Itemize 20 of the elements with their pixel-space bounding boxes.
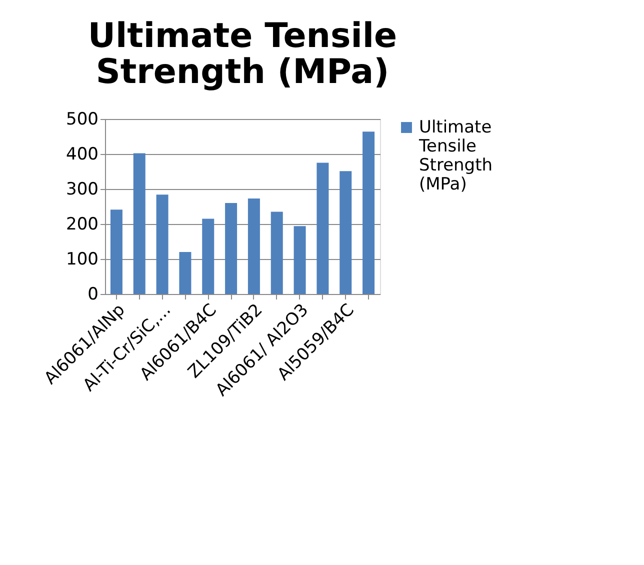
bar <box>133 153 146 294</box>
bar <box>202 218 214 294</box>
bar <box>179 252 192 294</box>
bar <box>294 226 306 294</box>
y-tick-label: 300 <box>66 180 98 200</box>
bar <box>110 210 122 294</box>
legend-label: Ultimate Tensile Strength (MPa) <box>418 118 493 194</box>
bar <box>340 171 352 294</box>
chart-title: Ultimate Tensile Strength (MPa) <box>88 16 398 92</box>
y-tick-label: 100 <box>66 250 98 270</box>
y-tick-label: 400 <box>66 144 98 164</box>
bar <box>156 194 168 294</box>
bar <box>270 212 283 294</box>
bar <box>248 198 260 294</box>
y-tick-label: 500 <box>66 110 98 130</box>
y-tick-label: 0 <box>88 284 98 304</box>
bar <box>225 203 238 294</box>
bar <box>362 132 375 294</box>
y-tick-label: 200 <box>66 214 98 234</box>
bar <box>316 162 329 294</box>
